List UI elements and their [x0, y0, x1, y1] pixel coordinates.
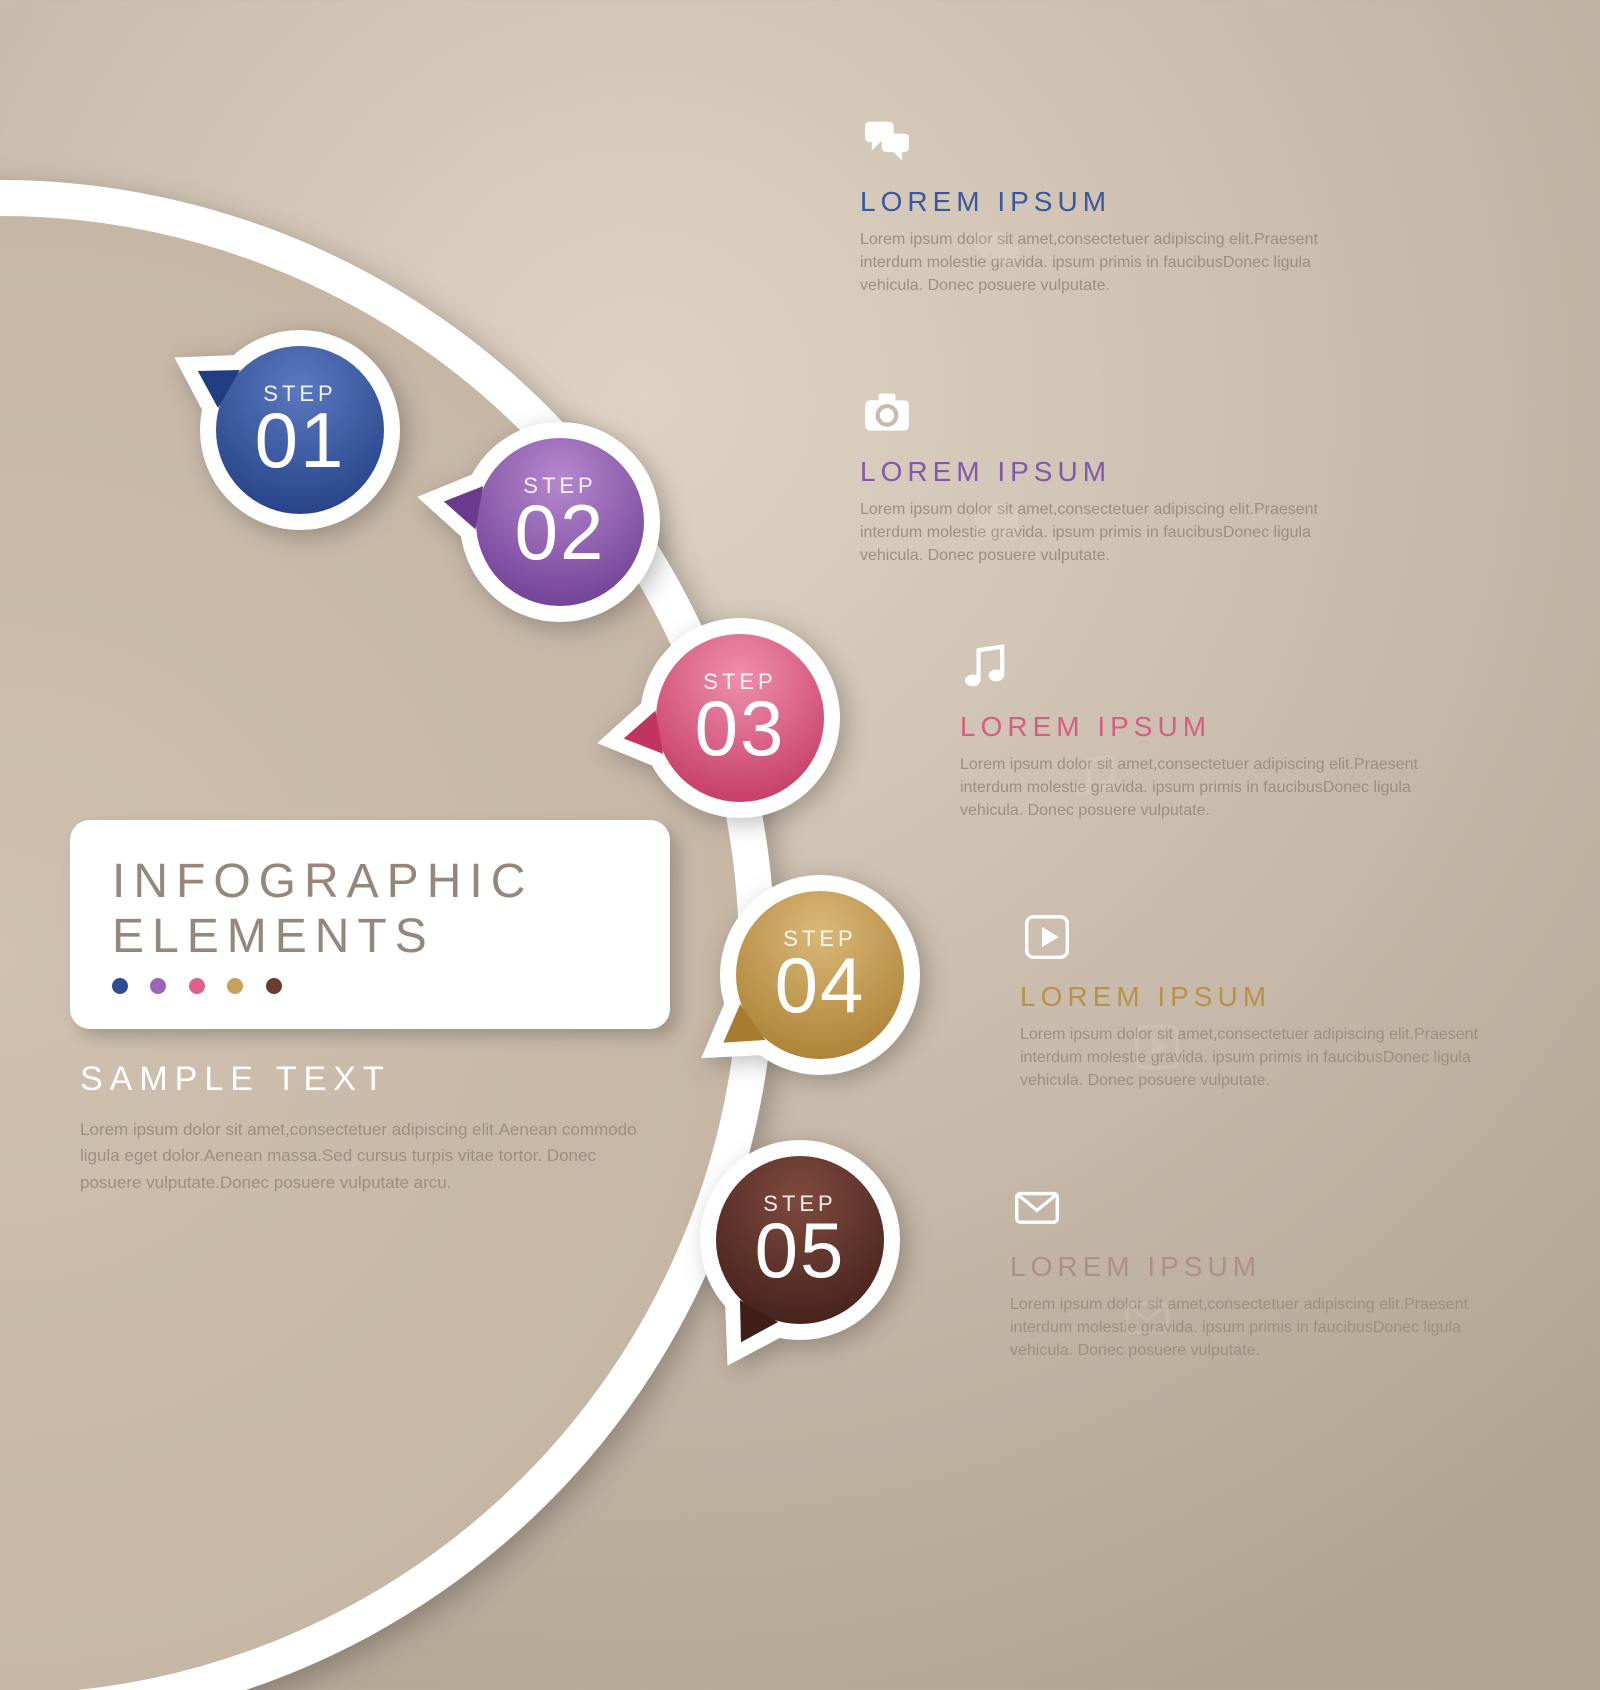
play-icon [1020, 910, 1074, 964]
music-icon [960, 640, 1014, 694]
info-body: Lorem ipsum dolor sit amet,consectetuer … [860, 228, 1320, 298]
legend-dot [189, 978, 205, 994]
info-title: LOREM IPSUM [860, 456, 1320, 488]
camera-icon [860, 385, 914, 439]
info-title: LOREM IPSUM [960, 711, 1420, 743]
info-block-05: LOREM IPSUM Lorem ipsum dolor sit amet,co… [1010, 1180, 1470, 1363]
title-line-2: ELEMENTS [112, 909, 628, 964]
legend-dot [227, 978, 243, 994]
title-dot-legend [112, 978, 628, 999]
info-title: LOREM IPSUM [860, 186, 1320, 218]
info-body: Lorem ipsum dolor sit amet,consectetuer … [1020, 1023, 1480, 1093]
title-card: INFOGRAPHIC ELEMENTS [70, 820, 670, 1029]
step-number: 04 [775, 946, 866, 1024]
sample-body: Lorem ipsum dolor sit amet,consectetuer … [80, 1117, 640, 1196]
mail-icon [1010, 1180, 1064, 1234]
info-body: Lorem ipsum dolor sit amet,consectetuer … [960, 753, 1420, 823]
step-number: 01 [255, 401, 346, 479]
info-block-03: LOREM IPSUM Lorem ipsum dolor sit amet,co… [960, 640, 1420, 823]
step-number: 03 [695, 689, 786, 767]
legend-dot [266, 978, 282, 994]
title-line-1: INFOGRAPHIC [112, 854, 628, 909]
legend-dot [150, 978, 166, 994]
step-number: 02 [515, 493, 606, 571]
legend-dot [112, 978, 128, 994]
step-pin-05: STEP05 [700, 1140, 900, 1340]
step-number: 05 [755, 1211, 846, 1289]
info-block-04: LOREM IPSUM Lorem ipsum dolor sit amet,co… [1020, 910, 1480, 1093]
info-block-01: LOREM IPSUM Lorem ipsum dolor sit amet,co… [860, 115, 1320, 298]
step-pin-04: STEP04 [720, 875, 920, 1075]
step-pin-01: STEP01 [200, 330, 400, 530]
sample-text-block: SAMPLE TEXT Lorem ipsum dolor sit amet,c… [80, 1060, 640, 1196]
info-title: LOREM IPSUM [1010, 1251, 1470, 1283]
info-block-02: LOREM IPSUM Lorem ipsum dolor sit amet,co… [860, 385, 1320, 568]
info-body: Lorem ipsum dolor sit amet,consectetuer … [860, 498, 1320, 568]
sample-title: SAMPLE TEXT [80, 1060, 640, 1099]
chat-icon [860, 115, 914, 169]
step-pin-03: STEP03 [640, 618, 840, 818]
info-body: Lorem ipsum dolor sit amet,consectetuer … [1010, 1293, 1470, 1363]
info-title: LOREM IPSUM [1020, 981, 1480, 1013]
step-pin-02: STEP02 [460, 422, 660, 622]
